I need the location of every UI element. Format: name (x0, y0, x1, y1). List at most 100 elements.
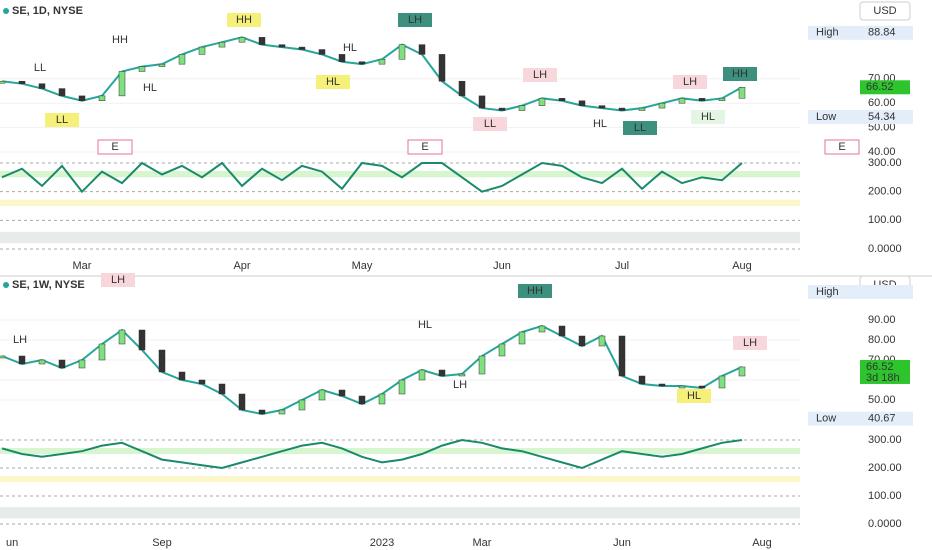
candle (138, 66, 146, 72)
low-box (808, 411, 913, 426)
y-tick-label: 50.00 (868, 394, 896, 406)
candle (258, 37, 266, 45)
candle (218, 41, 226, 48)
annotation-box (407, 139, 443, 155)
candle (518, 331, 526, 345)
candle (278, 409, 286, 415)
candle (358, 395, 366, 405)
x-tick-label: Aug (752, 537, 772, 549)
y-tick-label: 50.00 (868, 122, 896, 134)
candle (318, 389, 326, 401)
annotation-box (316, 75, 350, 89)
annotation: LH (683, 76, 697, 88)
annotation-box (45, 113, 79, 127)
candle (718, 375, 726, 389)
annotation: LH (408, 14, 422, 26)
candle (378, 393, 386, 405)
candle (338, 389, 346, 397)
indicator-tick-label: 200.00 (868, 462, 902, 474)
annotation-box (97, 139, 133, 155)
annotation-box (677, 389, 711, 403)
last-box (860, 80, 910, 95)
candle (238, 37, 246, 43)
x-tick-label: Sep (152, 537, 172, 549)
candle (678, 98, 686, 104)
candle (638, 107, 646, 111)
candle (238, 393, 246, 411)
y-tick-label: 60.00 (868, 97, 896, 109)
annotation: HL (687, 390, 701, 402)
candle (58, 88, 66, 97)
countdown: 3d 18h (866, 372, 900, 384)
annotation-box (473, 117, 507, 131)
band-yellow (0, 199, 800, 206)
low-label: Low (816, 413, 836, 425)
annotation: LH (111, 274, 125, 286)
candle (38, 359, 46, 365)
annotation: HL (326, 76, 340, 88)
annotation: E (111, 141, 118, 153)
indicator-tick-label: 100.00 (868, 490, 902, 502)
low-label: Low (816, 111, 836, 123)
currency-box (859, 1, 911, 21)
candle (98, 343, 106, 361)
candle (0, 80, 6, 84)
annotation: LL (634, 122, 646, 134)
candle (78, 359, 86, 369)
candle (98, 95, 106, 102)
candle (438, 54, 446, 82)
x-tick-label: un (6, 537, 18, 549)
candle (318, 49, 326, 55)
candle (78, 95, 86, 102)
candle (578, 100, 586, 106)
annotation: LH (743, 337, 757, 349)
candle (478, 355, 486, 375)
candle (458, 80, 466, 97)
price-line (1, 36, 743, 112)
indicator-line (1, 161, 743, 194)
annotation-box (518, 284, 552, 298)
annotation: HH (732, 68, 748, 80)
high-value: 88.84 (868, 27, 896, 39)
annotation-box (691, 110, 725, 124)
annotation-box (398, 13, 432, 27)
candle (38, 83, 46, 89)
price-line (1, 324, 743, 416)
annotation: HL (593, 118, 607, 130)
candle (718, 98, 726, 102)
low-value: 54.34 (868, 111, 896, 123)
currency: USD (873, 5, 896, 17)
candle (198, 46, 206, 55)
annotation: HH (112, 34, 128, 46)
candle (178, 54, 186, 65)
annotation-box (101, 273, 135, 287)
annotation: HL (143, 82, 157, 94)
high-box (808, 25, 913, 40)
indicator-tick-label: 200.00 (868, 186, 902, 198)
annotation: LL (484, 118, 496, 130)
annotation-box (824, 139, 860, 155)
annotation-box (673, 75, 707, 89)
high-label: High (816, 286, 839, 298)
indicator-tick-label: 0.0000 (868, 518, 902, 530)
annotation: E (421, 141, 428, 153)
candle (538, 325, 546, 333)
candle (158, 63, 166, 67)
candle (558, 325, 566, 337)
indicator-tick-label: 0.0000 (868, 243, 902, 255)
candle (498, 343, 506, 357)
annotation: LL (56, 114, 68, 126)
last-box (860, 359, 910, 384)
annotation-box (723, 67, 757, 81)
high-label: High (816, 27, 839, 39)
candle (398, 379, 406, 395)
indicator-line (1, 438, 743, 470)
x-tick-label: Mar (73, 260, 92, 272)
candle (558, 98, 566, 102)
candle (198, 379, 206, 385)
annotation: E (838, 141, 845, 153)
candle (298, 399, 306, 411)
candle (258, 409, 266, 415)
x-tick-label: Apr (233, 260, 250, 272)
